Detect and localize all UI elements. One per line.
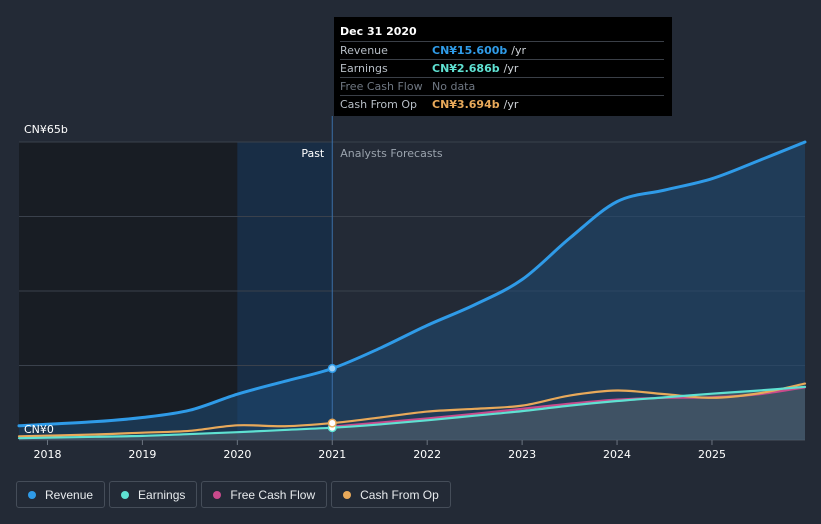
tooltip-value: CN¥3.694b <box>432 98 500 111</box>
tooltip-row-free-cash-flow: Free Cash Flow No data <box>340 77 664 95</box>
x-tick-label: 2024 <box>603 448 631 461</box>
y-axis-max-label: CN¥65b <box>24 123 68 136</box>
x-tick-label: 2022 <box>413 448 441 461</box>
tooltip-row-earnings: Earnings CN¥2.686b /yr <box>340 59 664 77</box>
series-lines <box>17 140 807 440</box>
tooltip-value: CN¥15.600b <box>432 44 508 57</box>
past-label: Past <box>301 147 325 160</box>
x-axis: 2018 2019 2020 2021 2022 2023 2024 2025 <box>33 440 726 461</box>
tooltip-value: No data <box>432 80 476 93</box>
legend-label: Free Cash Flow <box>230 487 316 502</box>
legend-item-cash-from-op[interactable]: Cash From Op <box>331 481 451 508</box>
legend-label: Revenue <box>45 487 94 502</box>
x-tick-label: 2021 <box>318 448 346 461</box>
legend: Revenue Earnings Free Cash Flow Cash Fro… <box>16 481 455 508</box>
tooltip-label: Earnings <box>340 62 388 75</box>
x-tick-label: 2019 <box>128 448 156 461</box>
tooltip-row-cash-from-op: Cash From Op CN¥3.694b /yr <box>340 95 664 113</box>
tooltip-date: Dec 31 2020 <box>340 25 417 38</box>
legend-item-revenue[interactable]: Revenue <box>16 481 106 508</box>
tooltip-value: CN¥2.686b <box>432 62 500 75</box>
legend-label: Cash From Op <box>360 487 439 502</box>
y-axis-zero-label: CN¥0 <box>24 423 54 436</box>
tooltip-label: Free Cash Flow <box>340 80 423 93</box>
x-tick-label: 2018 <box>33 448 61 461</box>
revenue-area <box>19 142 805 440</box>
tooltip-unit: /yr <box>511 44 527 57</box>
marker-dots <box>327 363 337 433</box>
legend-dot-icon <box>28 490 36 499</box>
tooltip-label: Cash From Op <box>340 98 418 111</box>
legend-dot-icon <box>213 490 222 499</box>
marker-revenue <box>327 363 337 374</box>
x-tick-label: 2023 <box>508 448 536 461</box>
legend-item-free-cash-flow[interactable]: Free Cash Flow <box>201 481 328 508</box>
tooltip-label: Revenue <box>340 44 388 57</box>
tooltip-unit: /yr <box>503 98 519 111</box>
tooltip-row-revenue: Revenue CN¥15.600b /yr <box>340 41 664 59</box>
legend-item-earnings[interactable]: Earnings <box>109 481 198 508</box>
x-tick-label: 2020 <box>223 448 251 461</box>
series-line-revenue <box>17 140 807 428</box>
tooltip-unit: /yr <box>503 62 519 75</box>
marker-cash-from-op <box>327 418 337 428</box>
tooltip: Dec 31 2020 Revenue CN¥15.600b /yr Earni… <box>334 17 672 116</box>
earnings-area <box>19 386 805 440</box>
legend-dot-icon <box>343 490 352 499</box>
series-line-earnings <box>17 385 807 440</box>
forecast-label: Analysts Forecasts <box>340 147 443 160</box>
x-tick-label: 2025 <box>698 448 726 461</box>
legend-label: Earnings <box>138 487 186 502</box>
legend-dot-icon <box>121 490 130 499</box>
